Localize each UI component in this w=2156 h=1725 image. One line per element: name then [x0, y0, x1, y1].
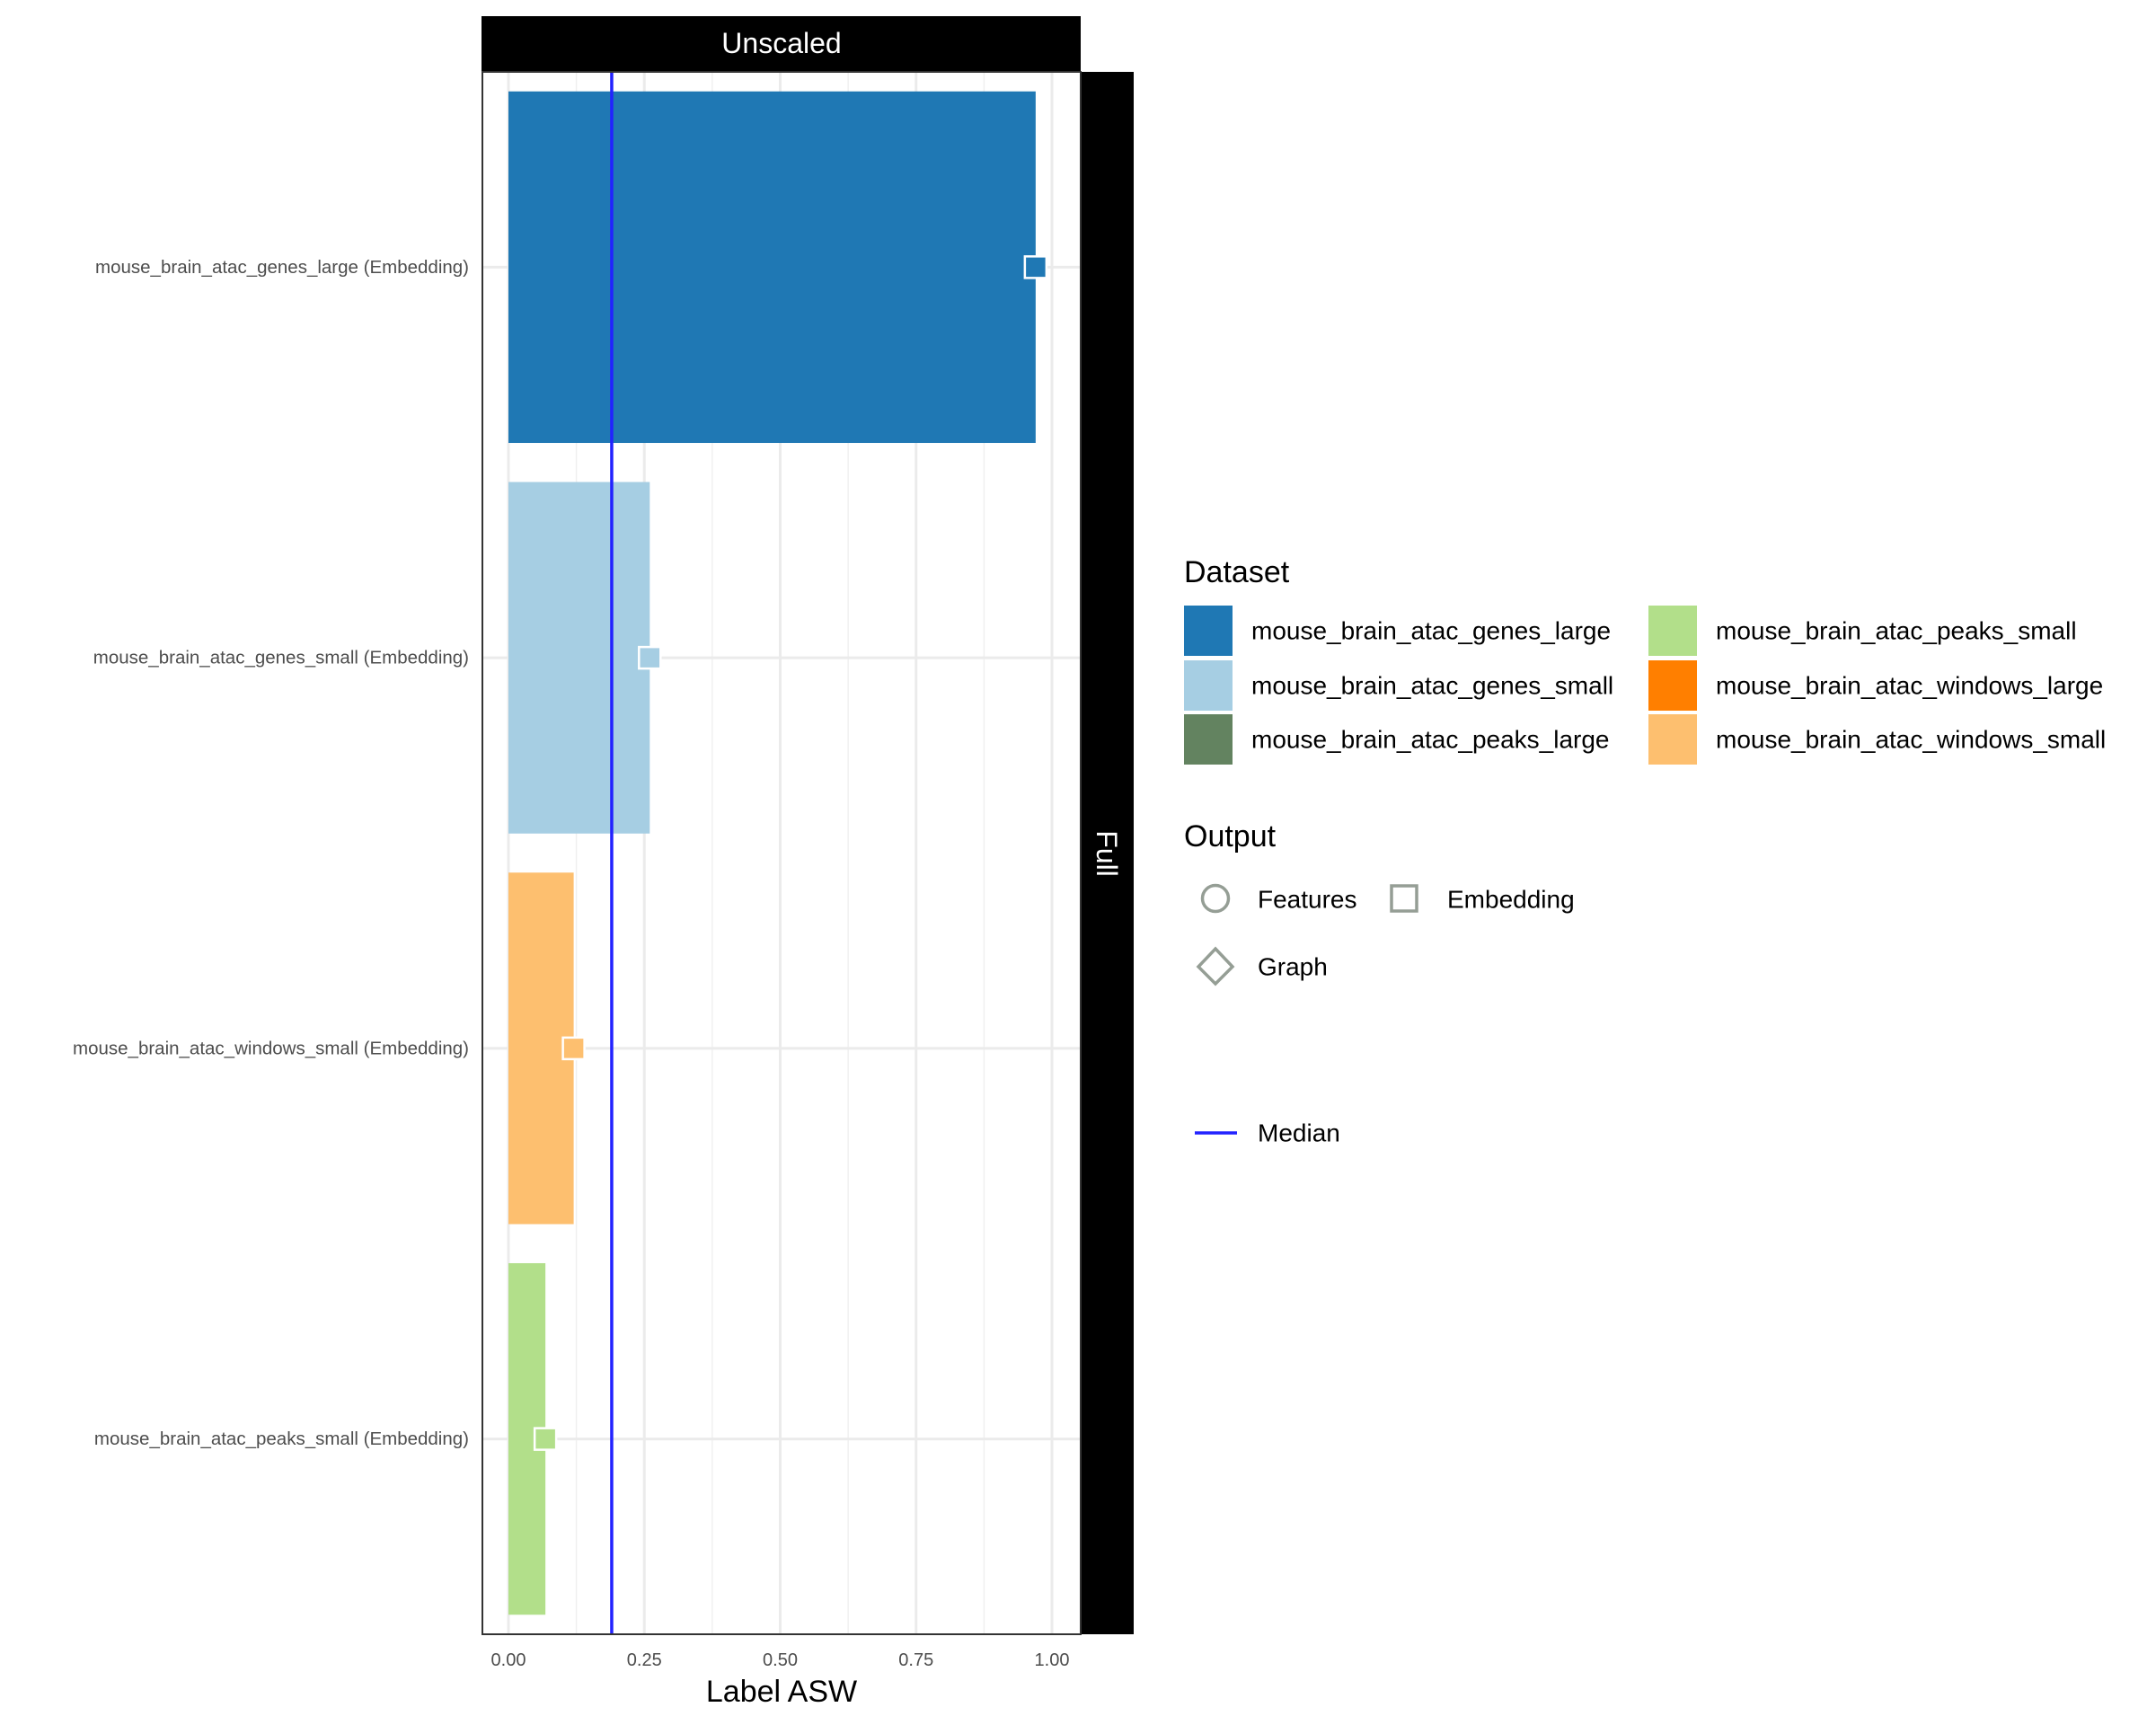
panel-border	[482, 71, 1082, 1635]
bars	[508, 91, 1036, 1615]
x-tick-label: 0.00	[491, 1650, 526, 1670]
y-tick-label: mouse_brain_atac_genes_small (Embedding)	[93, 648, 469, 668]
legend-key	[1184, 714, 1233, 765]
x-tick-label: 0.75	[898, 1650, 933, 1670]
diamond-icon	[1196, 946, 1235, 986]
legend-label: mouse_brain_atac_windows_large	[1716, 672, 2103, 700]
point-square	[533, 1427, 558, 1451]
legend-output-title: Output	[1184, 819, 1277, 854]
facet-strip-right-label: Full	[1091, 830, 1123, 877]
point-square	[1023, 255, 1048, 279]
legend-label: mouse_brain_atac_windows_small	[1716, 726, 2106, 754]
legend-key	[1648, 660, 1697, 711]
bar	[508, 91, 1036, 444]
x-axis-title: Label ASW	[706, 1675, 857, 1709]
y-tick-label: mouse_brain_atac_windows_small (Embeddin…	[73, 1038, 469, 1058]
plot-panel	[482, 71, 1082, 1635]
x-tick-label: 1.00	[1035, 1650, 1070, 1670]
legend-label: mouse_brain_atac_peaks_large	[1251, 726, 1610, 754]
legend-label: mouse_brain_atac_peaks_small	[1716, 617, 2077, 645]
legend-key	[1184, 660, 1233, 711]
legend-key	[1648, 606, 1697, 656]
legend-label: mouse_brain_atac_genes_large	[1251, 617, 1611, 645]
legend-label: Graph	[1258, 953, 1328, 981]
x-axis-labels: 0.00 0.25 0.50 0.75 1.00	[491, 1650, 1070, 1670]
bar	[508, 482, 650, 834]
facet-strip-right	[1081, 72, 1134, 1634]
legend-median: Median	[1195, 1119, 1340, 1147]
legend-label: mouse_brain_atac_genes_small	[1251, 672, 1613, 700]
facet-strip-top-label: Unscaled	[721, 27, 841, 59]
y-tick-label: mouse_brain_atac_peaks_small (Embedding)	[94, 1429, 469, 1449]
point-square	[561, 1036, 586, 1061]
legend-label: Features	[1258, 886, 1357, 914]
point-square	[638, 645, 662, 670]
square-icon	[1390, 884, 1418, 913]
y-tick-label: mouse_brain_atac_genes_large (Embedding)	[95, 257, 469, 278]
legend-label: Embedding	[1447, 886, 1575, 914]
circle-icon	[1200, 883, 1231, 914]
legend-dataset: Dataset mouse_brain_atac_genes_large mou…	[1184, 555, 2106, 765]
legend-key	[1648, 714, 1697, 765]
legend-output: Output Features Embedding Graph	[1184, 819, 1575, 986]
y-axis-labels: mouse_brain_atac_genes_large (Embedding)…	[73, 257, 469, 1449]
facet-strip-top	[482, 16, 1081, 72]
legend-label: Median	[1258, 1119, 1340, 1147]
x-tick-label: 0.25	[627, 1650, 662, 1670]
x-tick-label: 0.50	[763, 1650, 798, 1670]
points	[533, 255, 1048, 1451]
legend-dataset-title: Dataset	[1184, 555, 1290, 589]
legend-key	[1184, 606, 1233, 656]
